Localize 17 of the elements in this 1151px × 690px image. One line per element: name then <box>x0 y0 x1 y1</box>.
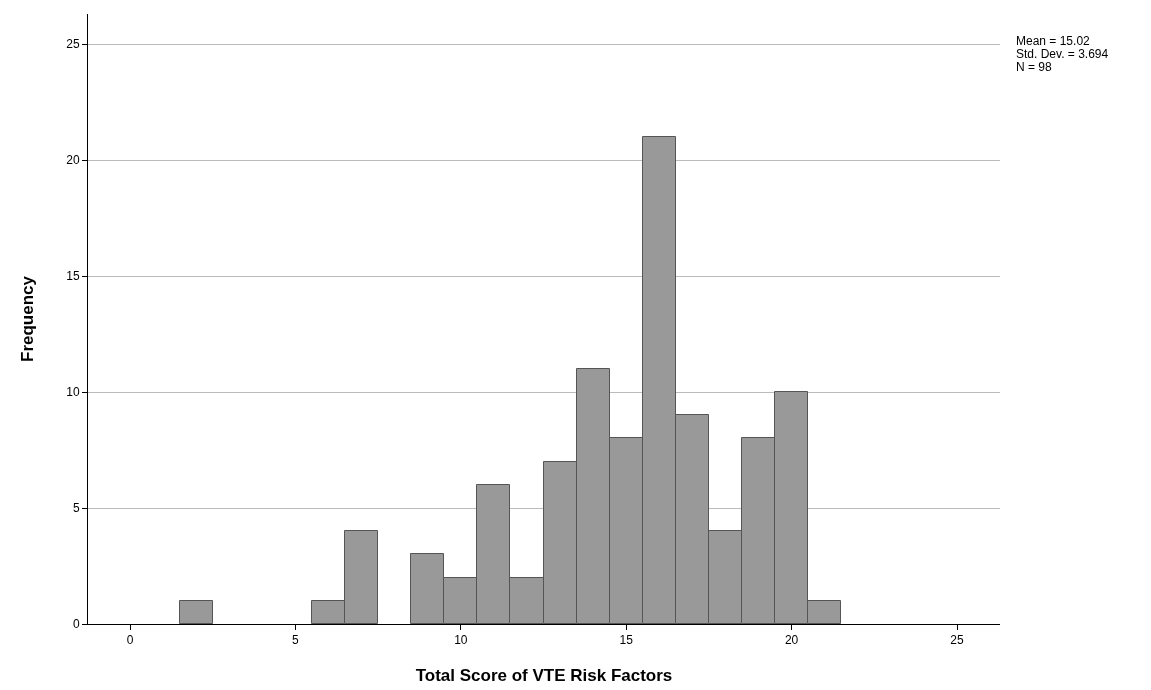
x-tick-label: 10 <box>454 633 468 648</box>
x-tick-label: 25 <box>950 633 964 648</box>
y-tick-label: 20 <box>66 153 80 168</box>
text: N = 98 <box>1016 60 1053 74</box>
y-tick-label: 25 <box>66 37 80 52</box>
text: Std. Dev. = 3.694 <box>1016 47 1109 61</box>
x-axis-title: Total Score of VTE Risk Factors <box>415 665 673 685</box>
x-tick-label: 5 <box>292 633 300 648</box>
x-tick-label: 20 <box>784 633 799 648</box>
y-axis-title: Frequency <box>17 275 37 362</box>
x-tick-label: 15 <box>619 633 634 648</box>
x-tick-label: 0 <box>126 633 134 648</box>
y-tick-label: 5 <box>72 501 80 516</box>
text: Mean = 15.02 <box>1016 34 1091 48</box>
y-tick-label: 0 <box>72 617 80 632</box>
y-tick-label: 15 <box>66 269 80 284</box>
y-tick-label: 10 <box>66 385 80 400</box>
